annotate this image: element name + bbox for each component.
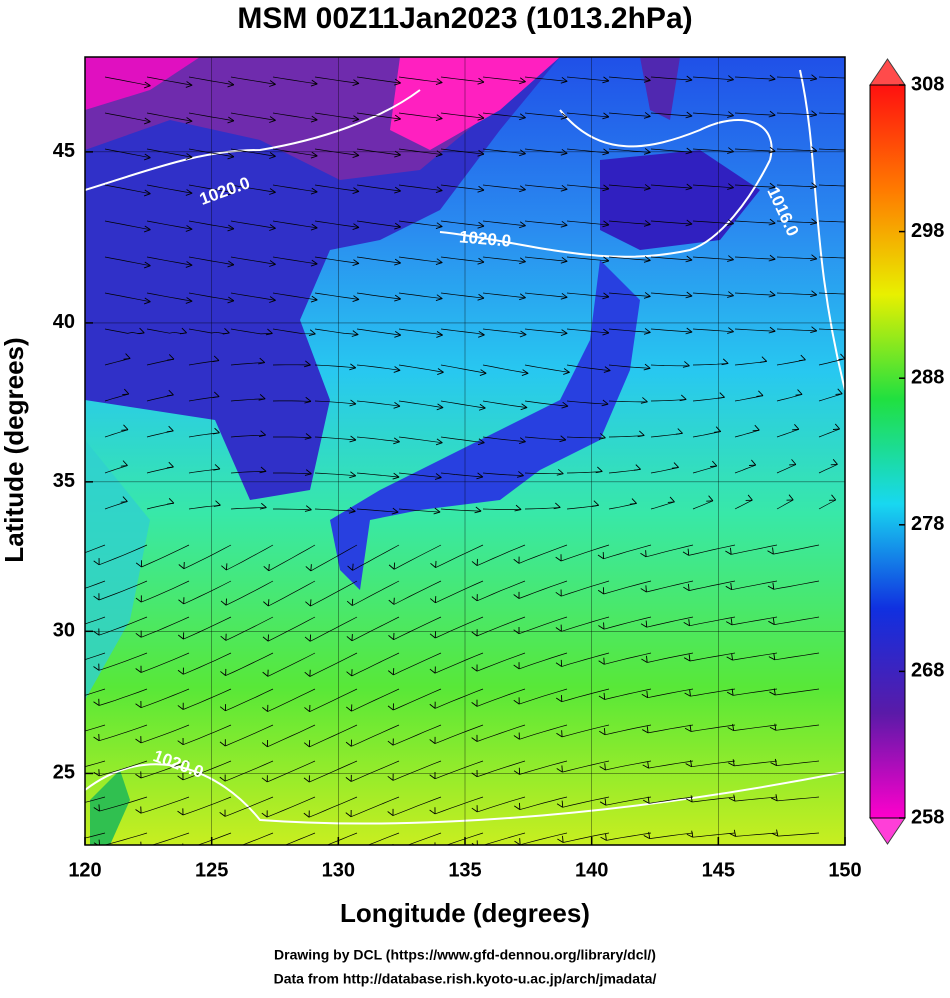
stream-arrow [852, 146, 859, 153]
stream-arrow [852, 254, 859, 261]
colorbar-extend [870, 59, 905, 85]
stream-arrow [52, 732, 60, 740]
stream-arrow [52, 697, 60, 705]
colorbar-tick-label: 308 [911, 73, 944, 95]
x-tick-label: 140 [575, 859, 608, 881]
y-tick-label: 40 [53, 311, 75, 333]
stream-arrow [852, 290, 859, 297]
colorbar-extend [870, 818, 905, 844]
footer-line: Data from http://database.rish.kyoto-u.a… [274, 971, 657, 987]
x-tick-label: 145 [702, 859, 735, 881]
stream-arrow [52, 556, 60, 564]
footer-line: Drawing by DCL (https://www.gfd-dennou.o… [274, 947, 656, 963]
title: MSM 00Z11Jan2023 (1013.2hPa) [237, 2, 692, 35]
stream-arrow [852, 182, 859, 189]
stream-arrow [52, 802, 60, 810]
colorbar-tick-label: 268 [911, 660, 944, 682]
colorbar-tick-label: 258 [911, 806, 944, 828]
stream-arrow [220, 845, 228, 853]
stream-arrow [52, 661, 60, 669]
x-tick-label: 135 [448, 859, 481, 881]
colorbar [870, 85, 905, 818]
y-tick-label: 35 [53, 470, 75, 492]
stream-arrow [852, 74, 859, 81]
colorbar-tick-label: 298 [911, 220, 944, 242]
stream-arrow [52, 591, 60, 599]
field [52, 57, 859, 854]
colorbar-tick-label: 278 [911, 513, 944, 535]
x-tick-label: 125 [195, 859, 228, 881]
x-tick-label: 150 [828, 859, 861, 881]
x-tick-label: 130 [322, 859, 355, 881]
x-axis-title: Longitude (degrees) [340, 898, 590, 928]
y-tick-label: 25 [53, 762, 75, 784]
colorbar-tick-label: 288 [911, 366, 944, 388]
stream-arrow [346, 845, 354, 853]
stream-arrow [852, 110, 859, 117]
stream-arrow [304, 846, 312, 854]
stream-arrow [53, 837, 61, 845]
stream-arrow [852, 218, 859, 225]
y-axis-title: Latitude (degrees) [0, 337, 29, 562]
y-tick-label: 30 [53, 620, 75, 642]
y-tick-label: 45 [53, 140, 75, 162]
stream-arrow [852, 326, 859, 333]
x-tick-label: 120 [68, 859, 101, 881]
stream-arrow [262, 846, 270, 854]
